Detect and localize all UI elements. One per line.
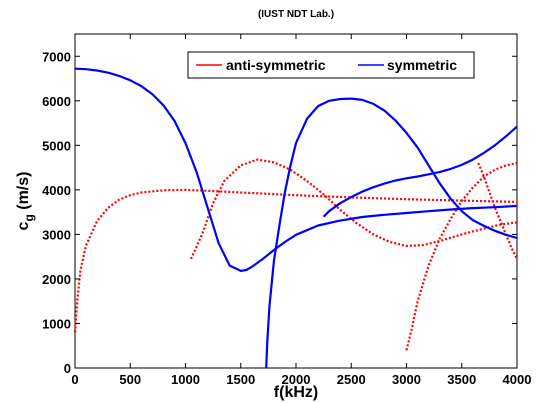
- y-tick-label: 0: [64, 361, 71, 376]
- y-tick-label: 1000: [42, 316, 71, 331]
- legend-label-symmetric: symmetric: [387, 57, 457, 73]
- legend-label-anti-symmetric: anti-symmetric: [226, 57, 326, 73]
- y-axis-label-main: c: [15, 221, 32, 230]
- y-axis-label-units: (m/s): [15, 172, 32, 215]
- x-tick-label: 2000: [282, 372, 311, 387]
- x-tick-label: 3500: [447, 372, 476, 387]
- symmetric-mode-line-6: [265, 97, 518, 369]
- symmetric-mode-line-5: [74, 67, 518, 272]
- legend-box: [187, 51, 475, 79]
- anti-symmetric-mode-line-1: [73, 188, 518, 333]
- anti-symmetric-mode-line-2: [189, 158, 518, 260]
- y-tick-label: 2000: [42, 272, 71, 287]
- x-tick-label: 3000: [392, 372, 421, 387]
- x-tick-label: 0: [71, 372, 78, 387]
- y-tick-label: 7000: [42, 49, 71, 64]
- legend: anti-symmetric symmetric: [187, 51, 475, 79]
- y-tick-label: 5000: [42, 138, 71, 153]
- x-tick-label: 1000: [171, 372, 200, 387]
- y-axis-label-subscript: g: [22, 214, 36, 221]
- ticks-layer: 0 500 1000 1500 2000 2500 3000 3500 4000 0 1000 200…: [42, 34, 531, 387]
- plot-frame: [74, 33, 518, 369]
- x-tick-label: 2500: [337, 372, 366, 387]
- series-layer: [73, 67, 518, 369]
- x-tick-label: 500: [119, 372, 141, 387]
- x-tick-label: 1500: [226, 372, 255, 387]
- y-tick-label: 4000: [42, 183, 71, 198]
- x-axis-label: f(kHz): [274, 384, 318, 401]
- y-tick-label: 6000: [42, 94, 71, 109]
- chart-title: (IUST NDT Lab.): [258, 9, 334, 20]
- y-tick-label: 3000: [42, 227, 71, 242]
- x-tick-label: 4000: [503, 372, 532, 387]
- anti-symmetric-mode-line-4: [477, 162, 518, 260]
- symmetric-mode-line-7: [322, 125, 518, 218]
- y-axis-label: cg (m/s): [15, 172, 36, 231]
